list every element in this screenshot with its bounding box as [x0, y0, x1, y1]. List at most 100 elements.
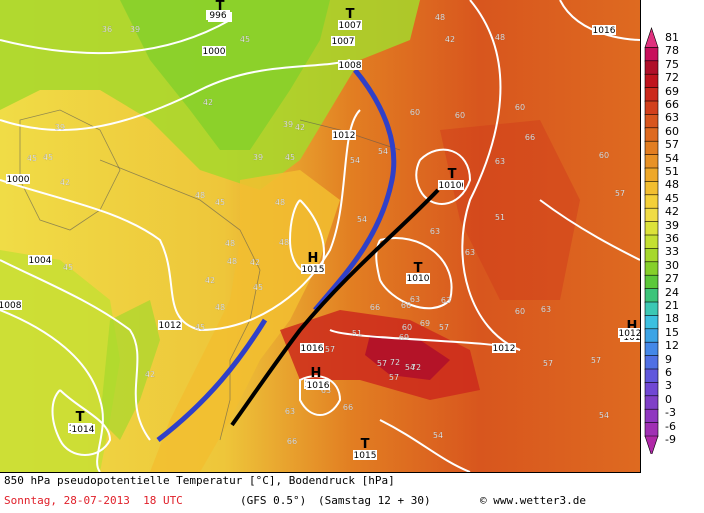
- isobar-label: 1000: [7, 175, 30, 185]
- legend-swatch: [644, 87, 659, 102]
- legend-value: 27: [665, 272, 679, 286]
- isobar-label-bg: [0, 300, 22, 310]
- hot-air-core: [365, 335, 450, 380]
- isobars: [0, 0, 640, 472]
- legend-swatch: [644, 167, 659, 183]
- legend-value: 60: [665, 124, 679, 138]
- theta-label: 57: [543, 359, 553, 368]
- legend-colorbar: [644, 27, 659, 457]
- legend-swatch: [644, 114, 659, 129]
- legend-value: 3: [665, 379, 672, 393]
- theta-label: 48: [275, 198, 285, 207]
- theta-label: 51: [352, 329, 362, 338]
- isobar-label: 1015: [354, 451, 377, 461]
- isobar-label-bg: [353, 450, 377, 460]
- theta-label: 57: [377, 359, 387, 368]
- legend-swatch: [644, 221, 659, 236]
- theta-label: 69: [420, 319, 430, 328]
- isobar-label-bg: [301, 264, 325, 274]
- map-footer: 850 hPa pseudopotentielle Temperatur [°C…: [0, 473, 704, 513]
- legend-swatch: [644, 261, 659, 277]
- theta-label: 45: [240, 35, 250, 44]
- theta-label: 39: [253, 153, 263, 162]
- legend-value: 30: [665, 258, 679, 272]
- legend-value: 21: [665, 299, 679, 312]
- legend-swatch: [644, 73, 659, 89]
- legend-swatch: [644, 154, 659, 169]
- blue-front-south: [156, 318, 268, 442]
- legend-value: 36: [665, 232, 679, 245]
- isobar-label: 1016: [307, 381, 330, 391]
- isobar-label: 1012: [493, 344, 516, 354]
- theta-label: 36: [102, 25, 112, 34]
- theta-label: 60: [402, 323, 412, 332]
- legend-value: 42: [665, 205, 679, 219]
- legend-swatch: [644, 274, 659, 290]
- theta-label: 69: [399, 333, 409, 342]
- isobar-label-bg: [592, 25, 616, 35]
- pressure-center-letter: T: [361, 437, 370, 452]
- theta-label: 42: [203, 98, 213, 107]
- pressure-center-letter: H: [311, 366, 322, 381]
- isobar-label: 1015: [302, 265, 325, 275]
- legend-swatch: [644, 355, 659, 370]
- legend-swatch: [644, 341, 659, 357]
- isobar-label: 1010: [439, 181, 462, 191]
- legend-swatch: [644, 395, 659, 410]
- theta-label: 45: [215, 198, 225, 207]
- theta-label: 48: [279, 238, 289, 247]
- isobar-label: 1016: [593, 26, 616, 36]
- isobar-label-bg: [406, 273, 430, 283]
- pressure-center-letter: T: [76, 410, 85, 425]
- pressure-center-letter: T: [216, 0, 225, 14]
- isobar-label-bg: [28, 255, 52, 265]
- legend-value: 63: [665, 111, 679, 125]
- theta-label: 42: [60, 178, 70, 187]
- legend-swatch: [644, 27, 659, 48]
- pressure-center-bg: [338, 20, 362, 30]
- theta-label: 48: [435, 13, 445, 22]
- isobar-label-bg: [6, 174, 30, 184]
- pressure-center-value: 1007: [339, 21, 362, 31]
- pressure-center-letter: H: [627, 319, 638, 334]
- theta-label: 66: [370, 303, 380, 312]
- isobar-label-bg: [332, 130, 356, 140]
- theta-label: 48: [225, 239, 235, 248]
- legend-value: -9: [665, 433, 676, 446]
- black-trough-line: [230, 188, 440, 427]
- legend-value: 15: [665, 325, 679, 339]
- theta-label: 60: [515, 103, 525, 112]
- legend-swatch: [644, 194, 659, 210]
- theta-label: 60: [455, 111, 465, 120]
- theta-label: 66: [401, 301, 411, 310]
- legend-value: 57: [665, 138, 679, 152]
- legend-value: 9: [665, 352, 672, 366]
- isobar-label: 1016: [301, 344, 324, 354]
- isobar-label-bg: [306, 380, 330, 390]
- theta-label: 42: [145, 370, 155, 379]
- isobar-label: 1008: [339, 61, 362, 71]
- legend-swatch: [644, 288, 659, 303]
- warm-transition: [150, 170, 340, 472]
- legend-swatch: [644, 234, 659, 250]
- theta-label: 45: [63, 263, 73, 272]
- theta-label: 42: [205, 276, 215, 285]
- legend-swatch: [644, 328, 659, 343]
- theta-label: 63: [465, 248, 475, 257]
- theta-label: 63: [495, 157, 505, 166]
- legend-value: 66: [665, 98, 679, 111]
- pressure-center-letter: H: [308, 251, 319, 266]
- legend-value: 6: [665, 366, 672, 379]
- isobar-label: 1004: [29, 256, 52, 266]
- theta-label: 51: [495, 213, 505, 222]
- copyright[interactable]: © www.wetter3.de: [480, 494, 586, 507]
- theta-label: 45: [43, 153, 53, 162]
- isobar-label-bg: [618, 328, 640, 338]
- theta-label: 45: [27, 154, 37, 163]
- isobar-labels: 996 1000 1007 1008 1012 1000 1004 1010 1015 1010 1…: [0, 10, 640, 461]
- theta-label: 63: [541, 305, 551, 314]
- theta-label: 57: [615, 189, 625, 198]
- legend-value: 18: [665, 312, 679, 326]
- isobar-label: 1012: [159, 321, 182, 331]
- pressure-center-letter: T: [414, 261, 423, 276]
